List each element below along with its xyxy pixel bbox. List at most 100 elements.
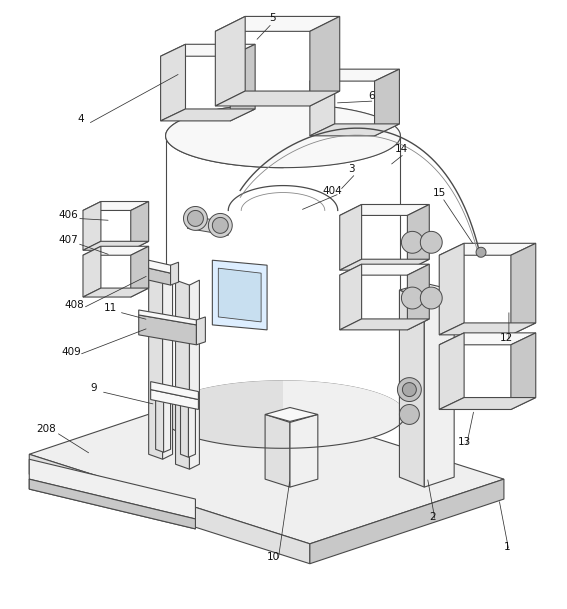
Polygon shape [151, 390, 198, 409]
Polygon shape [29, 390, 504, 544]
Text: 6: 6 [368, 91, 375, 101]
Polygon shape [408, 264, 429, 330]
Polygon shape [401, 231, 424, 253]
Polygon shape [511, 244, 536, 335]
Text: 407: 407 [58, 235, 78, 245]
Polygon shape [375, 69, 399, 136]
Polygon shape [340, 264, 362, 330]
Text: 3: 3 [348, 164, 355, 174]
Polygon shape [399, 290, 424, 487]
Polygon shape [439, 333, 536, 345]
Polygon shape [188, 400, 196, 457]
Polygon shape [310, 479, 504, 564]
Polygon shape [149, 270, 163, 459]
Polygon shape [149, 260, 171, 273]
Text: 9: 9 [91, 382, 98, 393]
Polygon shape [439, 323, 536, 335]
Polygon shape [215, 16, 245, 106]
Text: 10: 10 [266, 552, 280, 561]
Polygon shape [476, 247, 486, 257]
Text: 2: 2 [429, 512, 435, 522]
Polygon shape [340, 205, 429, 216]
Text: 406: 406 [58, 211, 78, 220]
Polygon shape [160, 104, 283, 448]
Polygon shape [340, 319, 429, 330]
Polygon shape [283, 104, 405, 448]
Polygon shape [131, 246, 149, 297]
Polygon shape [420, 231, 442, 253]
Text: 15: 15 [433, 188, 446, 197]
Polygon shape [399, 404, 420, 424]
Text: 408: 408 [64, 300, 84, 310]
Polygon shape [83, 202, 149, 211]
Polygon shape [29, 454, 310, 564]
Polygon shape [139, 315, 196, 345]
Text: 14: 14 [395, 144, 408, 153]
Polygon shape [131, 202, 149, 250]
Polygon shape [184, 206, 208, 230]
Polygon shape [310, 69, 335, 136]
Polygon shape [218, 268, 261, 322]
Text: 208: 208 [36, 424, 56, 434]
Polygon shape [160, 109, 255, 121]
Polygon shape [290, 415, 318, 487]
Polygon shape [439, 244, 536, 255]
Polygon shape [215, 16, 340, 31]
Text: 5: 5 [269, 13, 276, 23]
Polygon shape [155, 395, 164, 452]
Polygon shape [164, 395, 171, 452]
Polygon shape [511, 333, 536, 409]
Polygon shape [29, 479, 196, 529]
Polygon shape [397, 378, 421, 401]
Polygon shape [83, 246, 149, 255]
Polygon shape [139, 310, 196, 325]
Text: 1: 1 [503, 542, 510, 552]
Polygon shape [340, 264, 429, 275]
Polygon shape [439, 333, 464, 409]
Polygon shape [408, 205, 429, 270]
Polygon shape [340, 205, 362, 270]
Polygon shape [83, 241, 149, 250]
Polygon shape [171, 262, 179, 285]
Polygon shape [265, 415, 290, 487]
Polygon shape [213, 260, 267, 330]
Polygon shape [399, 283, 454, 298]
Polygon shape [160, 44, 185, 121]
Polygon shape [151, 382, 198, 400]
Polygon shape [176, 280, 189, 469]
Polygon shape [310, 124, 399, 136]
Polygon shape [189, 280, 200, 469]
Polygon shape [424, 290, 454, 487]
Polygon shape [439, 244, 464, 335]
Polygon shape [149, 268, 171, 285]
Text: 13: 13 [458, 437, 471, 448]
Polygon shape [180, 400, 188, 457]
Text: 12: 12 [500, 333, 514, 343]
Polygon shape [196, 317, 205, 345]
Text: 409: 409 [61, 347, 81, 357]
Polygon shape [188, 216, 229, 235]
Text: 11: 11 [104, 303, 117, 313]
Polygon shape [160, 44, 255, 56]
Polygon shape [230, 44, 255, 121]
Polygon shape [403, 382, 416, 396]
Polygon shape [340, 259, 429, 270]
Polygon shape [166, 104, 400, 167]
Polygon shape [83, 202, 101, 250]
Text: 404: 404 [323, 186, 342, 195]
Polygon shape [265, 407, 318, 421]
Polygon shape [83, 288, 149, 297]
Polygon shape [420, 287, 442, 309]
Polygon shape [29, 479, 196, 529]
Polygon shape [188, 211, 204, 227]
Polygon shape [29, 459, 196, 519]
Polygon shape [215, 91, 340, 106]
Polygon shape [401, 287, 424, 309]
Polygon shape [163, 270, 172, 459]
Polygon shape [83, 246, 101, 297]
Polygon shape [213, 217, 229, 233]
Polygon shape [310, 69, 399, 81]
Polygon shape [310, 16, 340, 106]
Polygon shape [209, 213, 232, 238]
Text: 4: 4 [78, 114, 84, 124]
